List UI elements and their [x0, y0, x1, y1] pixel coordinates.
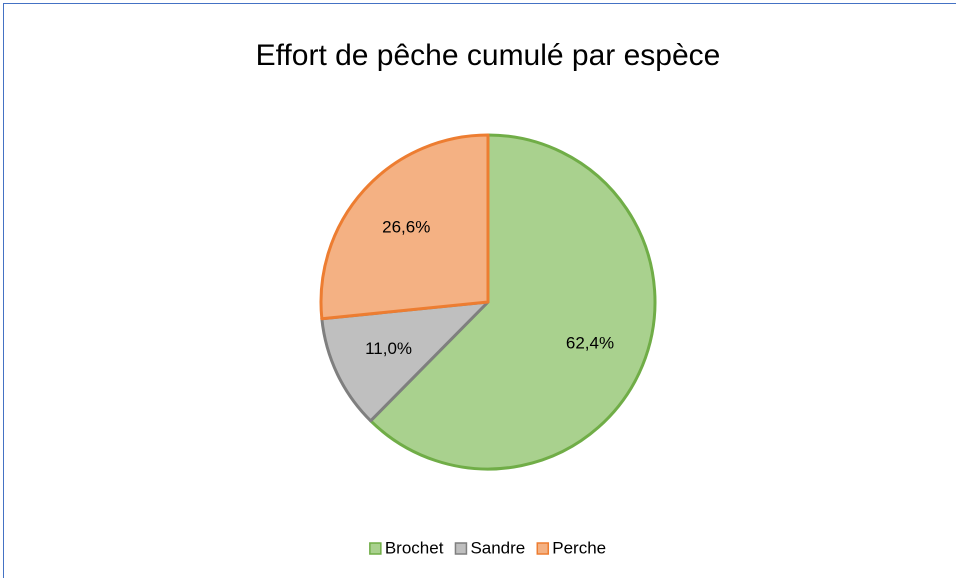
- legend-swatch: [536, 542, 550, 555]
- data-label: 26,6%: [382, 218, 430, 237]
- legend-swatch: [369, 542, 382, 555]
- pie-slice: [319, 133, 490, 321]
- legend-label: Sandre: [470, 538, 525, 557]
- legend-swatch: [454, 542, 468, 555]
- chart-title: Effort de pêche cumulé par espèce: [256, 39, 721, 72]
- data-label: 11,0%: [365, 339, 412, 358]
- pie-slice: [369, 133, 657, 471]
- data-label: 62,4%: [566, 333, 614, 352]
- legend-label: Perche: [552, 538, 606, 557]
- pie-slice: [320, 300, 490, 423]
- legend-label: Brochet: [385, 538, 444, 557]
